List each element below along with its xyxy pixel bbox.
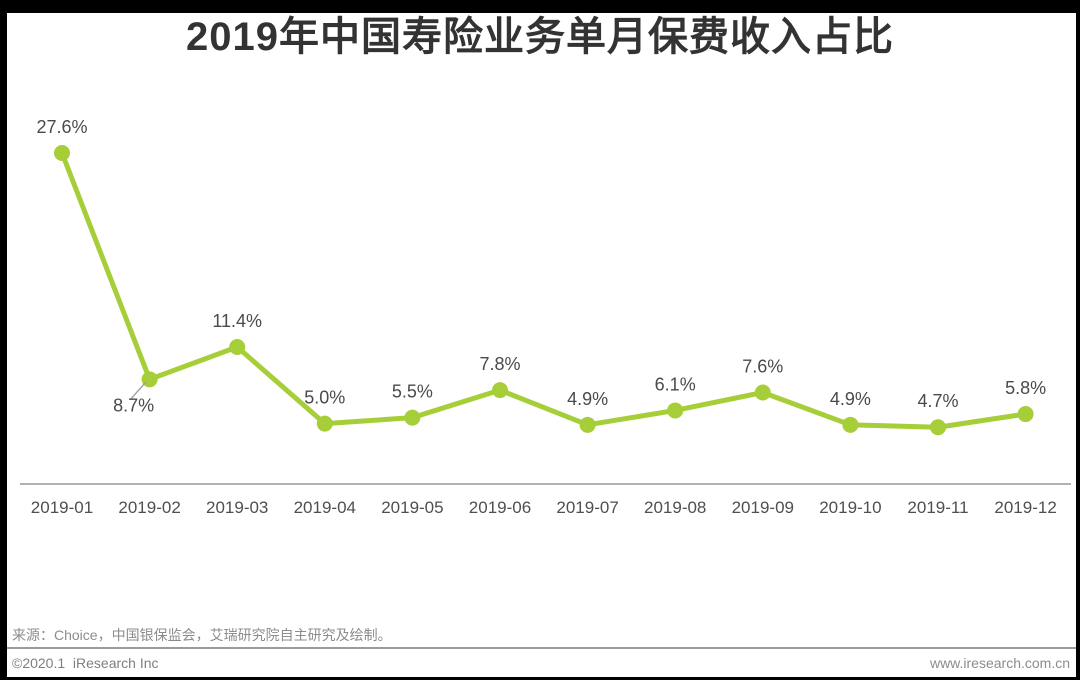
data-point-label: 5.8% [1005, 378, 1046, 398]
data-point [667, 402, 684, 419]
data-point-label: 6.1% [655, 374, 696, 394]
x-axis-tick-label: 2019-05 [381, 498, 443, 517]
data-point [229, 338, 246, 355]
data-point-label: 5.0% [304, 388, 345, 408]
data-point-label: 27.6% [36, 117, 87, 137]
x-axis-tick-label: 2019-09 [732, 498, 794, 517]
data-point [141, 371, 158, 388]
x-axis-tick-label: 2019-01 [31, 498, 93, 517]
x-axis-tick-label: 2019-08 [644, 498, 706, 517]
x-axis-tick-label: 2019-06 [469, 498, 531, 517]
source-note: 来源：Choice，中国银保监会，艾瑞研究院自主研究及绘制。 [12, 627, 392, 643]
data-point-label: 7.8% [479, 354, 520, 374]
x-axis-tick-label: 2019-03 [206, 498, 268, 517]
x-axis-tick-label: 2019-02 [118, 498, 180, 517]
data-point [579, 416, 596, 433]
data-point-label: 8.7% [113, 395, 154, 415]
data-point [316, 415, 333, 432]
x-axis-tick-label: 2019-10 [819, 498, 881, 517]
data-point-label: 7.6% [742, 356, 783, 376]
data-point [492, 382, 508, 399]
data-point-label: 11.4% [212, 311, 262, 331]
footer-divider [7, 647, 1076, 649]
x-axis-tick-label: 2019-11 [907, 498, 968, 517]
data-point-label: 4.9% [830, 389, 871, 409]
data-point [1017, 406, 1034, 423]
data-point-label: 5.5% [392, 382, 433, 402]
data-point [842, 416, 859, 433]
page-frame [7, 13, 1076, 677]
x-axis-tick-label: 2019-12 [994, 498, 1056, 517]
footer-website-link[interactable]: www.iresearch.com.cn [929, 655, 1070, 671]
data-point [930, 419, 946, 436]
chart-title: 2019年中国寿险业务单月保费收入占比 [186, 15, 894, 59]
x-axis-tick-label: 2019-07 [556, 498, 618, 517]
data-point [54, 144, 70, 161]
data-point-label: 4.7% [917, 391, 958, 411]
series-line [59, 150, 1029, 430]
label-leader-line [130, 381, 147, 400]
data-point [404, 409, 421, 426]
x-axis-tick-label: 2019-04 [294, 498, 356, 517]
footer-copyright: ©2020.1 iResearch Inc [12, 655, 159, 671]
data-point-label: 4.9% [567, 389, 608, 409]
data-point [754, 384, 771, 401]
